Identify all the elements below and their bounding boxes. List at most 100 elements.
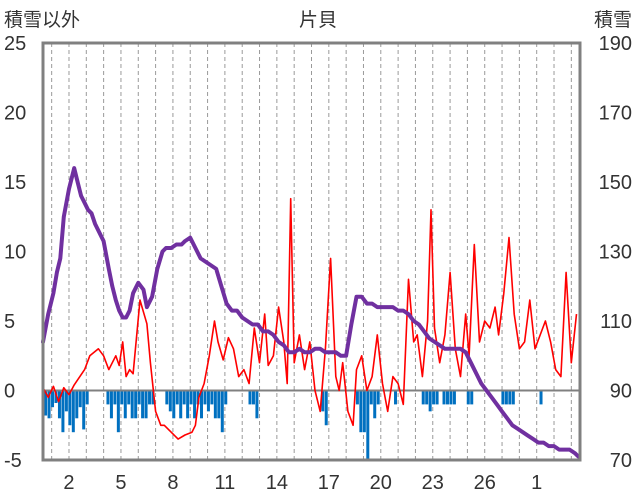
precipitation-bar	[435, 390, 439, 405]
precipitation-bar	[44, 390, 48, 416]
precipitation-bar	[54, 390, 58, 404]
y-right-tick-label: 130	[599, 242, 632, 264]
y-right-tick-label: 190	[599, 33, 632, 55]
precipitation-bar	[61, 390, 65, 433]
y-right-tick-label: 70	[610, 450, 632, 472]
x-tick-label: 11	[215, 472, 236, 494]
precipitation-bar	[324, 390, 328, 426]
precipitation-bar	[78, 390, 82, 408]
precipitation-bar	[255, 390, 259, 419]
chart-title: 片貝	[299, 9, 337, 31]
precipitation-bar	[151, 390, 155, 405]
plot-frame	[41, 41, 582, 462]
precipitation-bar	[57, 390, 61, 419]
precipitation-bar	[373, 390, 377, 419]
precipitation-bar	[511, 390, 515, 405]
precipitation-bar	[186, 390, 190, 419]
precipitation-bar	[425, 390, 429, 405]
precipitation-bar	[47, 390, 51, 419]
precipitation-bar	[362, 390, 366, 433]
precipitation-bar	[113, 390, 117, 405]
x-tick-label: 5	[115, 472, 126, 494]
y-right-tick-label: 90	[610, 381, 632, 403]
precipitation-bar	[175, 390, 179, 405]
precipitation-bar	[130, 390, 134, 419]
precipitation-bar	[120, 390, 124, 405]
precipitation-bar	[71, 390, 75, 433]
y-left-tick-label: 0	[4, 381, 15, 403]
precipitation-bar	[376, 390, 380, 405]
precipitation-bar	[141, 390, 145, 419]
precipitation-bar	[217, 390, 221, 419]
precipitation-bar	[359, 390, 363, 433]
snow-depth-line	[41, 166, 581, 459]
precipitation-bar	[203, 390, 207, 405]
precipitation-bar	[449, 390, 453, 405]
precipitation-bar	[369, 390, 373, 405]
x-tick-label: 2	[63, 472, 74, 494]
x-tick-label: 20	[370, 472, 392, 494]
precipitation-bar	[85, 390, 89, 405]
precipitation-bar	[127, 390, 131, 405]
precipitation-bar	[355, 390, 359, 405]
precipitation-bar	[321, 390, 325, 412]
precipitation-bars	[44, 390, 543, 460]
x-tick-label: 23	[422, 472, 444, 494]
precipitation-bar	[179, 390, 183, 419]
precipitation-bar	[109, 390, 113, 419]
plot-border	[41, 41, 582, 462]
y-left-tick-label: 15	[4, 172, 26, 194]
precipitation-bar	[220, 390, 224, 433]
precipitation-bar	[470, 390, 474, 405]
y-right-tick-label: 150	[599, 172, 632, 194]
precipitation-bar	[248, 390, 252, 405]
precipitation-bar	[68, 390, 72, 426]
precipitation-bar	[196, 390, 200, 405]
precipitation-bar	[210, 390, 214, 405]
precipitation-bar	[442, 390, 446, 405]
precipitation-bar	[189, 390, 193, 405]
precipitation-bar	[432, 390, 436, 405]
x-tick-label: 8	[167, 472, 178, 494]
y-right-tick-label: 170	[599, 103, 632, 125]
precipitation-bar	[82, 390, 86, 430]
y-right-axis-label: 積雪	[594, 9, 632, 31]
y-left-tick-label: -5	[4, 450, 22, 472]
precipitation-bar	[123, 390, 127, 419]
precipitation-bar	[106, 390, 110, 405]
precipitation-bar	[51, 390, 55, 408]
precipitation-bar	[116, 390, 120, 433]
y-left-tick-label: 20	[4, 103, 26, 125]
precipitation-bar	[165, 390, 169, 405]
precipitation-bar	[394, 390, 398, 405]
temperature-line	[42, 197, 578, 440]
precipitation-bar	[134, 390, 138, 419]
precipitation-bar	[539, 390, 543, 405]
y-left-tick-label: 25	[4, 33, 26, 55]
precipitation-bar	[148, 390, 152, 405]
precipitation-bar	[224, 390, 228, 405]
precipitation-bar	[200, 390, 204, 419]
x-tick-label: 14	[266, 472, 288, 494]
x-tick-label: 26	[474, 472, 496, 494]
series-lines	[41, 166, 581, 459]
x-tick-label: 1	[531, 472, 542, 494]
precipitation-bar	[75, 390, 79, 419]
precipitation-bar	[445, 390, 449, 405]
precipitation-bar	[508, 390, 512, 405]
x-tick-label: 17	[318, 472, 340, 494]
precipitation-bar	[428, 390, 432, 412]
precipitation-bar	[466, 390, 470, 405]
precipitation-bar	[251, 390, 255, 405]
precipitation-bar	[182, 390, 186, 405]
precipitation-bar	[421, 390, 425, 405]
precipitation-bar	[452, 390, 456, 405]
precipitation-bar	[206, 390, 210, 412]
precipitation-bar	[366, 390, 370, 460]
precipitation-bar	[193, 390, 197, 419]
y-left-tick-label: 10	[4, 242, 26, 264]
y-left-tick-label: 5	[4, 311, 15, 333]
precipitation-bar	[172, 390, 176, 419]
